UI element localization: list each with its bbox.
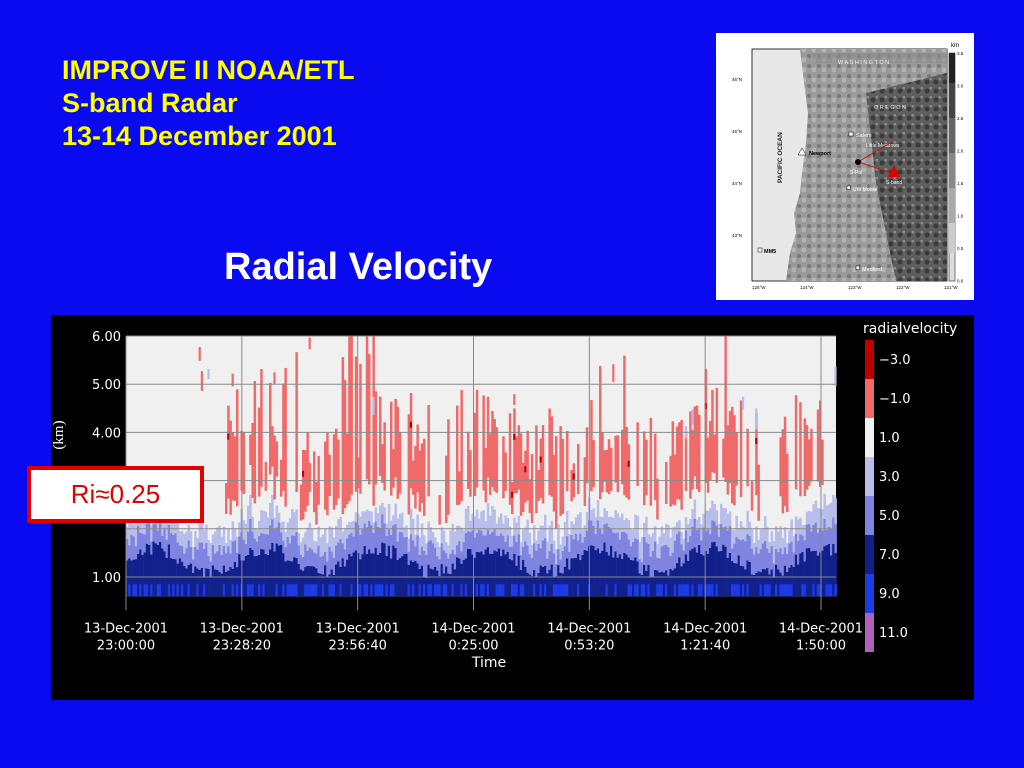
lat-labels: 46°N 45°N 44°N 43°N	[732, 77, 742, 238]
x-tick-date: 14-Dec-2001	[663, 621, 747, 636]
spol-marker	[855, 159, 861, 165]
slide-title: IMPROVE II NOAA/ETL S-band Radar 13-14 D…	[62, 54, 355, 153]
place-uw-mobile: UW Mobile	[853, 187, 878, 193]
lon-label: 122°W	[896, 285, 910, 290]
place-sband: S-band	[886, 180, 902, 186]
title-line-3: 13-14 December 2001	[62, 121, 337, 151]
legend-swatch	[865, 574, 874, 613]
state-label-oregon: OREGON	[874, 105, 907, 111]
x-tick-time: 0:25:00	[448, 638, 498, 653]
scale-tick: 1.5	[957, 181, 964, 186]
x-tick-date: 13-Dec-2001	[316, 621, 400, 636]
place-salem: Salem	[856, 133, 872, 139]
location-map-graphic: km 3.5 3.0 2.5 2.0 1.5 1.0 0.5 0.0 PACIFIC OCEA…	[732, 43, 964, 290]
place-mm5: MM5	[764, 249, 776, 255]
legend-swatch	[865, 340, 874, 379]
y-axis-label: (km)	[51, 420, 67, 449]
legend-label: 3.0	[879, 470, 900, 485]
x-tick-time: 23:28:20	[213, 638, 271, 653]
newport-marker	[797, 147, 807, 156]
x-tick-time: 1:50:00	[796, 638, 846, 653]
title-line-1: IMPROVE II NOAA/ETL	[62, 55, 355, 85]
legend-swatch	[865, 457, 874, 496]
lon-label: 123°W	[848, 285, 862, 290]
lat-label: 46°N	[732, 77, 742, 82]
x-axis-label: Time	[471, 655, 506, 671]
place-little-meadows: Little Meadows	[866, 143, 900, 149]
place-medford: Medford	[862, 267, 882, 273]
lon-label: 125°W	[752, 285, 766, 290]
y-tick-label: 5.00	[92, 378, 121, 393]
cascade-range	[866, 73, 947, 281]
scale-tick: 0.5	[957, 246, 964, 251]
salem-marker	[848, 131, 854, 137]
legend-swatch	[865, 535, 874, 574]
legend-swatch	[865, 613, 874, 652]
legend-label: 1.0	[879, 431, 900, 446]
x-tick-date: 14-Dec-2001	[547, 621, 631, 636]
location-map: km 3.5 3.0 2.5 2.0 1.5 1.0 0.5 0.0 PACIFIC OCEA…	[716, 33, 974, 300]
legend-label: 11.0	[879, 626, 908, 641]
scale-tick: 0.0	[957, 279, 964, 284]
legend-swatch	[865, 379, 874, 418]
scale-tick: 2.0	[957, 149, 964, 154]
x-tick-date: 14-Dec-2001	[431, 621, 515, 636]
place-spol: S-Pol	[850, 170, 862, 176]
legend-swatch	[865, 496, 874, 535]
lat-label: 45°N	[732, 129, 742, 134]
x-tick-date: 14-Dec-2001	[779, 621, 863, 636]
title-line-2: S-band Radar	[62, 88, 238, 118]
legend-title: radialvelocity	[863, 321, 957, 337]
lon-label: 121°W	[944, 285, 958, 290]
scale-tick: 3.0	[957, 84, 964, 89]
sband-marker	[888, 165, 900, 177]
lon-labels: 125°W 124°W 123°W 122°W 121°W	[752, 285, 958, 290]
ocean-label: PACIFIC OCEAN	[777, 132, 784, 183]
radial-velocity-chart: 1.00 4.00 5.00 6.00 13-Dec-2001 23:00:00 13-D…	[51, 321, 957, 671]
lon-label: 124°W	[800, 285, 814, 290]
scale-tick: 2.5	[957, 116, 964, 121]
elevation-scale	[948, 52, 956, 282]
x-tick-time: 0:53:20	[564, 638, 614, 653]
legend-label: −1.0	[879, 392, 911, 407]
map-unit: km	[951, 43, 959, 49]
scale-tick: 3.5	[957, 51, 964, 56]
legend-label: 5.0	[879, 509, 900, 524]
lat-label: 44°N	[732, 181, 742, 186]
x-tick-time: 23:00:00	[97, 638, 155, 653]
x-tick-date: 13-Dec-2001	[200, 621, 284, 636]
y-tick-label: 1.00	[92, 571, 121, 586]
y-tick-label: 4.00	[92, 426, 121, 441]
legend-label: −3.0	[879, 353, 911, 368]
x-tick-date: 13-Dec-2001	[84, 621, 168, 636]
y-tick-label: 6.00	[92, 330, 121, 345]
legend-label: 7.0	[879, 548, 900, 563]
x-tick-time: 1:21:40	[680, 638, 730, 653]
radar-plot-panel: 1.00 4.00 5.00 6.00 13-Dec-2001 23:00:00 13-D…	[51, 315, 974, 700]
richardson-number-callout: Ri≈0.25	[27, 466, 204, 523]
legend-label: 9.0	[879, 587, 900, 602]
legend-swatch	[865, 418, 874, 457]
scale-ticks: 3.5 3.0 2.5 2.0 1.5 1.0 0.5 0.0	[957, 51, 964, 284]
lat-label: 43°N	[732, 233, 742, 238]
x-tick-time: 23:56:40	[328, 638, 386, 653]
state-label-washington: WASHINGTON	[838, 60, 891, 66]
chart-heading: Radial Velocity	[224, 246, 493, 288]
place-newport: Newport	[809, 151, 831, 157]
scale-tick: 1.0	[957, 214, 964, 219]
